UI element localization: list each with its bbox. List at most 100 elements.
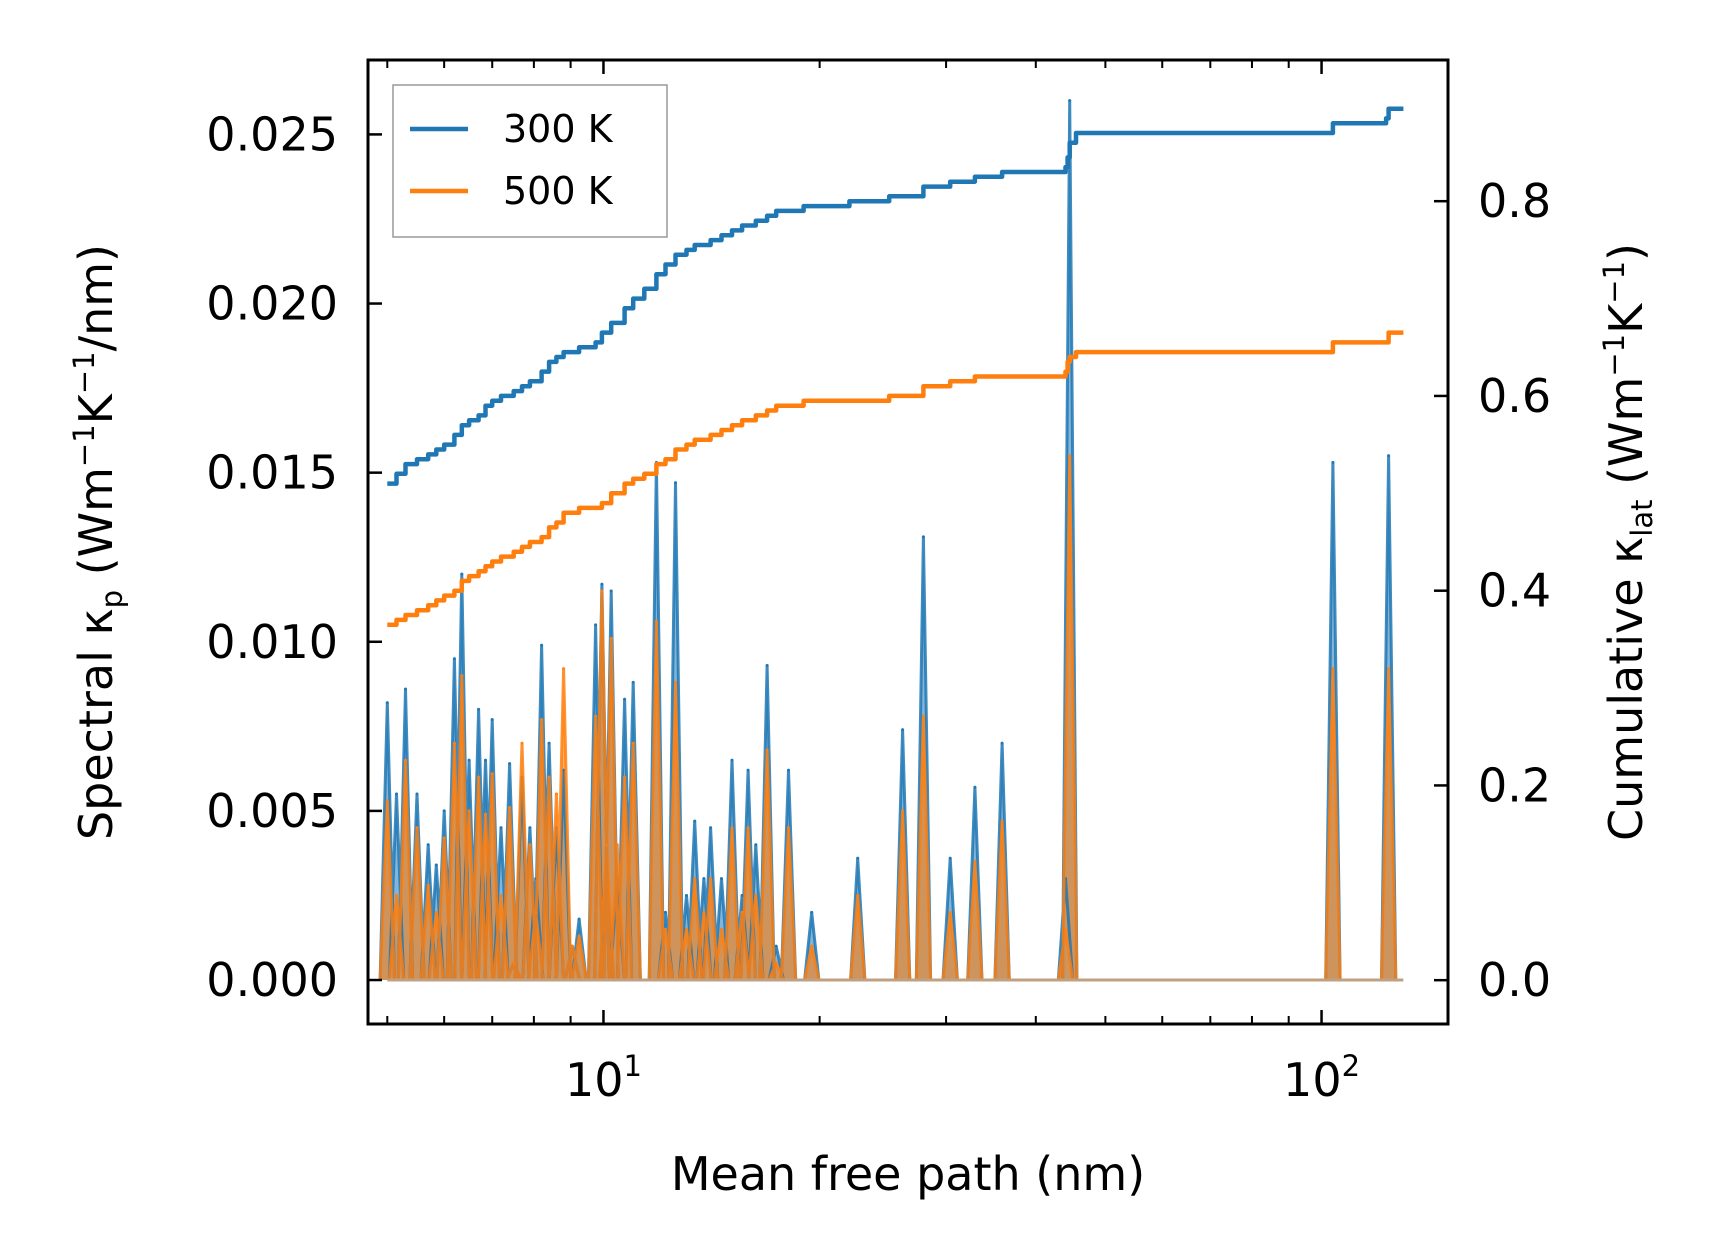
spectral-peak-300k-25 <box>594 623 598 627</box>
spectral-line-layer <box>378 99 1404 982</box>
left-axis-title: Spectral κp (Wm−1K−1/nm) <box>67 244 129 840</box>
spectral-peak-500k-56 <box>1331 667 1335 671</box>
legend-label-300k: 300 K <box>503 107 614 151</box>
left-axis-title-unit-close: /nm) <box>69 244 123 351</box>
spectral-peak-500k-37 <box>702 910 706 914</box>
spectral-peak-300k-42 <box>746 768 750 772</box>
spectral-peak-300k-6 <box>442 809 446 813</box>
spectral-peak-500k-1 <box>395 894 398 897</box>
spectral-peak-500k-50 <box>921 714 925 718</box>
spectral-peak-300k-9 <box>467 758 471 762</box>
right-axis-title: Cumulative κlat (Wm−1K−1) <box>1597 243 1659 841</box>
spectral-peak-300k-19 <box>540 643 544 647</box>
spectral-peak-500k-46 <box>787 826 790 830</box>
spectral-peak-500k-9 <box>467 809 471 813</box>
spectral-peak-300k-41 <box>740 894 744 897</box>
spectral-peak-300k-30 <box>623 697 627 701</box>
cumulative-line-layer <box>387 106 1404 628</box>
spectral-peak-300k-3 <box>415 792 419 796</box>
spectral-peak-500k-45 <box>774 961 778 965</box>
spectral-peak-500k-52 <box>973 860 977 864</box>
spectral-line-500k <box>378 454 1398 982</box>
spectral-peak-500k-31 <box>631 741 635 745</box>
spectral-peak-500k-16 <box>520 741 524 745</box>
spectral-peak-500k-49 <box>901 809 905 813</box>
spectral-peak-500k-41 <box>740 910 744 914</box>
spectral-peak-300k-33 <box>664 910 667 914</box>
spectral-peak-500k-13 <box>499 894 503 897</box>
cumulative-line-500k <box>387 330 1404 628</box>
left-tick-label-3: 0.015 <box>206 446 338 500</box>
spectral-peak-500k-48 <box>856 894 860 897</box>
spectral-peak-500k-34 <box>674 680 677 684</box>
spectral-peak-300k-43 <box>754 843 758 847</box>
spectral-peak-300k-20 <box>547 741 551 745</box>
left-axis-title-exp2: −1 <box>67 351 101 394</box>
spectral-peak-500k-51 <box>948 910 952 914</box>
x-tick-label-0: 101 <box>565 1049 642 1107</box>
spectral-peak-500k-25 <box>594 714 598 718</box>
spectral-peak-300k-5 <box>434 863 438 867</box>
spectral-peak-300k-10 <box>477 707 481 711</box>
spectral-peak-300k-17 <box>528 826 532 830</box>
left-tick-label-1: 0.005 <box>206 784 338 838</box>
spectral-peak-500k-6 <box>442 836 446 840</box>
spectral-peak-500k-38 <box>709 877 713 881</box>
legend-frame <box>392 84 668 238</box>
spectral-peak-300k-31 <box>631 680 635 684</box>
left-axis-title-main: Spectral κ <box>69 608 123 840</box>
left-axis-title-unit-open: (Wm <box>69 467 123 590</box>
spectral-peak-300k-36 <box>693 819 697 823</box>
spectral-peak-500k-15 <box>512 961 516 965</box>
x-tick-label-1: 102 <box>1283 1049 1360 1107</box>
left-axis-title-sub: p <box>95 590 129 608</box>
spectral-peak-500k-23 <box>570 944 574 948</box>
spectral-peak-500k-54 <box>1064 927 1067 931</box>
spectral-peak-500k-55 <box>1068 454 1072 458</box>
spectral-peak-500k-53 <box>1000 819 1004 823</box>
spectral-peak-300k-47 <box>810 910 814 914</box>
spectral-peak-500k-24 <box>577 934 581 938</box>
spectral-peak-500k-36 <box>693 877 697 881</box>
spectral-peak-500k-32 <box>654 620 658 623</box>
right-tick-label-0: 0.0 <box>1478 953 1551 1007</box>
left-axis-title-exp1: −1 <box>67 424 101 467</box>
spectral-fill-500k <box>380 455 1396 980</box>
spectral-peak-500k-26 <box>600 589 604 593</box>
spectral-peak-500k-30 <box>623 775 627 779</box>
spectral-peak-300k-22 <box>562 768 566 772</box>
spectral-peak-300k-40 <box>730 758 734 762</box>
spectral-peak-500k-47 <box>810 944 814 948</box>
x-tick-label-base-1: 10 <box>1283 1053 1342 1107</box>
spectral-peak-500k-3 <box>415 826 419 830</box>
spectral-peak-300k-14 <box>508 762 512 766</box>
x-axis-title: Mean free path (nm) <box>671 1147 1145 1201</box>
plot-frame <box>366 58 1450 1026</box>
spectral-peak-300k-39 <box>720 877 723 881</box>
spectral-peak-500k-33 <box>664 927 667 931</box>
cumulative-line-300k <box>387 106 1404 486</box>
spectral-peak-500k-10 <box>477 775 481 779</box>
spectral-peak-500k-29 <box>615 843 619 847</box>
spectral-peak-300k-24 <box>577 917 581 921</box>
spectral-peak-500k-43 <box>754 894 758 897</box>
spectral-peak-500k-5 <box>434 910 438 914</box>
spectral-peak-500k-44 <box>765 748 769 752</box>
spectral-peak-500k-21 <box>554 792 558 796</box>
spectral-peak-500k-42 <box>746 826 750 830</box>
spectral-peak-500k-28 <box>609 636 613 640</box>
spectral-peak-300k-26 <box>600 582 604 586</box>
right-axis-title-exp1: −1 <box>1597 334 1631 377</box>
right-axis-title-unit-close: ) <box>1599 243 1653 261</box>
spectral-peak-500k-20 <box>547 775 551 779</box>
spectral-peak-300k-38 <box>709 826 713 830</box>
left-tick-label-5: 0.025 <box>206 107 338 161</box>
spectral-peak-300k-53 <box>1000 741 1004 745</box>
spectral-peak-300k-50 <box>921 535 925 539</box>
spectral-peak-300k-34 <box>674 481 677 485</box>
spectral-peak-500k-22 <box>562 667 566 671</box>
spectral-peak-500k-0 <box>385 799 389 803</box>
legend-label-500k: 500 K <box>503 169 614 213</box>
axis-ticks <box>368 60 1448 1024</box>
